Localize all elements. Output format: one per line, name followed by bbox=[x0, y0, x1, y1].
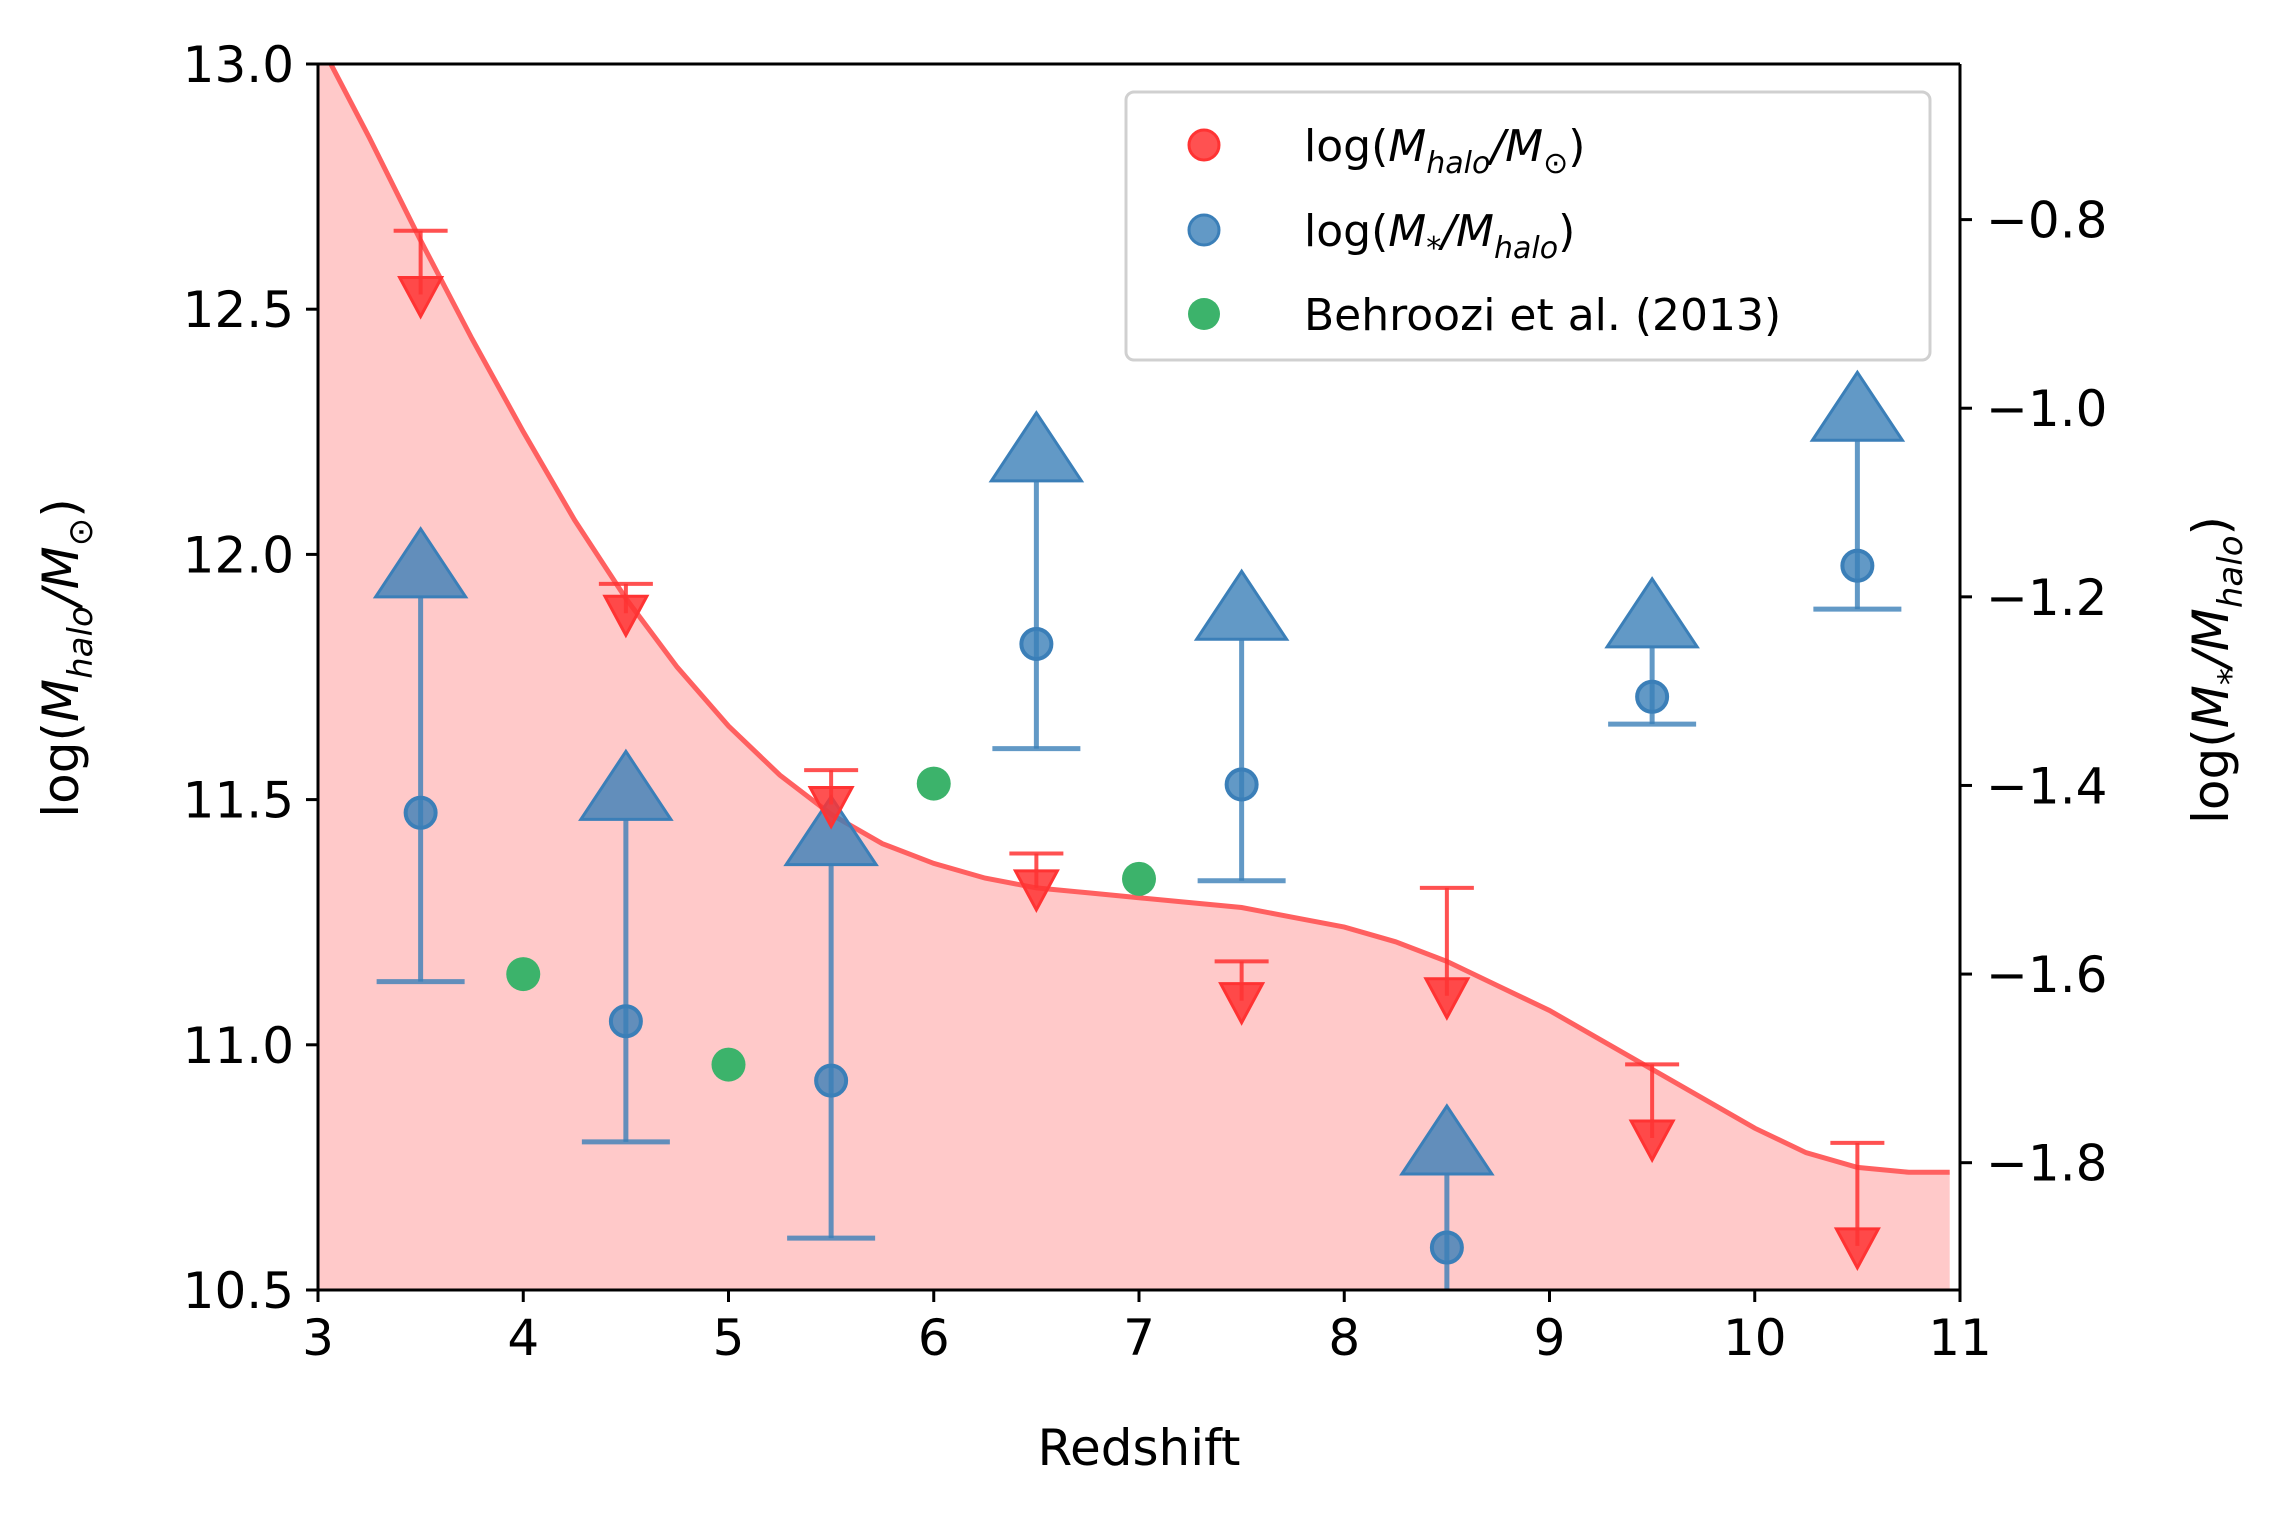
ratio-point bbox=[608, 1004, 643, 1039]
halo-upper-limit-marker bbox=[807, 786, 855, 830]
plot-area bbox=[318, 64, 1950, 1290]
y-right-tick-label: −1.0 bbox=[1986, 380, 2107, 438]
halo-upper-limit-marker bbox=[1012, 869, 1060, 914]
axes: 3 4 5 6 7 8 9 10 11 10.5 11.0 11.5 12.0 12.5 13.0 −1.8 −… bbox=[183, 36, 2108, 1367]
halo-upper-limit-marker bbox=[1218, 982, 1266, 1026]
ratio-point bbox=[403, 795, 438, 830]
y-left-tick-label: 10.5 bbox=[183, 1262, 294, 1320]
ratio-lower-limit-arrow bbox=[1604, 576, 1700, 649]
y-right-tick-label: −1.8 bbox=[1986, 1135, 2107, 1193]
halo-upper-limit-marker bbox=[397, 275, 445, 320]
behroozi-point bbox=[916, 766, 951, 801]
x-tick-label: 11 bbox=[1928, 1309, 1992, 1367]
halo-upper-limit-marker bbox=[1628, 1119, 1676, 1164]
ratio-lower-limit-arrow bbox=[1809, 369, 1906, 442]
x-tick-label: 5 bbox=[713, 1309, 745, 1367]
behroozi-point bbox=[711, 1047, 746, 1082]
x-tick-label: 6 bbox=[918, 1309, 950, 1367]
y-axis-right-label: log(M*/Mhalo) bbox=[2182, 516, 2251, 824]
halo-upper-limit-marker bbox=[1833, 1227, 1881, 1272]
halo-mass-shaded-area bbox=[318, 64, 1950, 1290]
legend-label-halo: log(Mhalo/M⊙) bbox=[1304, 121, 1585, 181]
x-tick-label: 8 bbox=[1328, 1309, 1360, 1367]
ratio-point bbox=[1840, 548, 1875, 583]
legend-marker-halo bbox=[1187, 128, 1221, 162]
legend: log(Mhalo/M⊙) log(M*/Mhalo) Behroozi et … bbox=[1124, 90, 1932, 362]
y-right-tick-label: −1.2 bbox=[1986, 569, 2107, 627]
ratio-point bbox=[1429, 1230, 1464, 1265]
legend-label-behroozi: Behroozi et al. (2013) bbox=[1304, 290, 1781, 341]
y-left-tick-label: 12.0 bbox=[183, 526, 294, 584]
behroozi-point bbox=[1122, 861, 1156, 896]
ratio-lower-limit-arrow bbox=[578, 748, 674, 821]
halo-upper-limit-marker bbox=[1423, 977, 1471, 1021]
x-tick-label: 9 bbox=[1534, 1309, 1566, 1367]
legend-label-ratio: log(M*/Mhalo) bbox=[1304, 206, 1575, 266]
x-tick-label: 10 bbox=[1723, 1309, 1787, 1367]
legend-box bbox=[1124, 90, 1932, 362]
x-axis-label: Redshift bbox=[1038, 1419, 1241, 1477]
ratio-lower-limit-arrow bbox=[1193, 568, 1290, 641]
x-tick-label: 7 bbox=[1123, 1309, 1155, 1367]
ratio-lower-limit-arrow bbox=[1399, 1103, 1495, 1176]
ratio-point bbox=[814, 1063, 849, 1098]
y-right-tick-label: −1.6 bbox=[1986, 946, 2107, 1004]
y-axis-left-label: log(Mhalo/M⊙) bbox=[32, 498, 101, 818]
y-left-tick-label: 12.5 bbox=[183, 281, 294, 339]
y-left-tick-label: 11.5 bbox=[183, 772, 294, 830]
halo-upper-limit-marker bbox=[602, 594, 650, 639]
ratio-point bbox=[1635, 679, 1670, 714]
y-right-tick-label: −1.4 bbox=[1986, 757, 2107, 815]
x-tick-label: 4 bbox=[507, 1309, 539, 1367]
behroozi-point bbox=[506, 957, 541, 992]
y-left-tick-label: 13.0 bbox=[183, 36, 294, 94]
halo-mass-curve bbox=[327, 64, 1950, 1175]
legend-marker-behroozi bbox=[1188, 298, 1220, 330]
ratio-lower-limit-arrow bbox=[783, 793, 879, 867]
ratio-lower-limit-arrow bbox=[372, 526, 469, 599]
x-tick-label: 3 bbox=[302, 1309, 334, 1367]
y-right-tick-label: −0.8 bbox=[1986, 192, 2107, 250]
ratio-lower-limit-arrow bbox=[988, 410, 1085, 483]
ratio-point bbox=[1224, 767, 1259, 802]
ratio-point bbox=[1019, 626, 1054, 661]
y-left-tick-label: 11.0 bbox=[183, 1017, 294, 1075]
legend-marker-ratio bbox=[1187, 213, 1221, 247]
